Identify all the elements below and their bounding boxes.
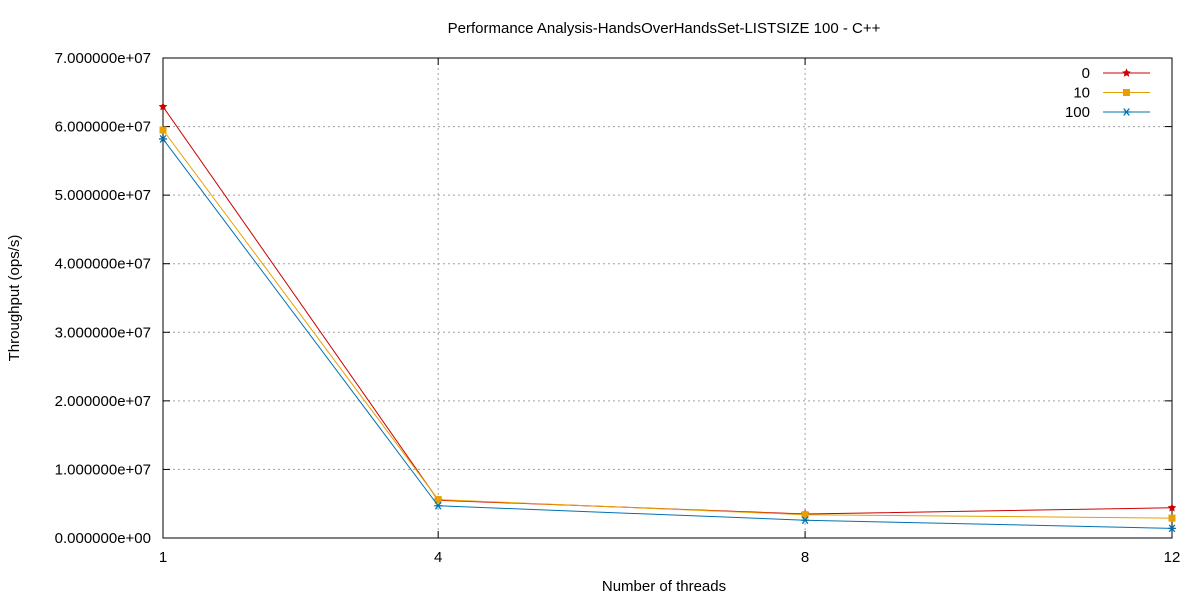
data-point-10	[434, 496, 442, 504]
legend-label: 10	[1073, 85, 1090, 102]
y-tick-label: 6.000000e+07	[55, 119, 151, 136]
grid-lines	[163, 58, 1172, 538]
plot-frame	[162, 57, 1173, 539]
y-axis-label: Throughput (ops/s)	[6, 235, 23, 362]
data-point-10	[1168, 514, 1176, 522]
legend-marker	[1123, 89, 1130, 96]
series-line-100	[162, 138, 1173, 529]
x-tick-label: 4	[434, 549, 442, 566]
x-axis: 1 4 8 12	[159, 58, 1181, 566]
data-point-10	[159, 126, 167, 134]
series-group	[158, 102, 1177, 533]
y-tick-label: 5.000000e+07	[55, 187, 151, 204]
legend-marker	[1122, 68, 1131, 77]
data-point-100	[801, 516, 810, 525]
y-tick-label: 2.000000e+07	[55, 393, 151, 410]
y-tick-label: 0.000000e+00	[55, 530, 151, 547]
data-point-0	[158, 102, 168, 111]
data-point-100	[434, 501, 443, 510]
data-point-100	[1168, 524, 1176, 533]
data-point-100	[159, 135, 167, 143]
series-100	[159, 135, 1176, 533]
x-tick-label: 8	[801, 549, 809, 566]
x-tick-label: 1	[159, 549, 167, 566]
y-tick-label: 4.000000e+07	[55, 256, 151, 273]
legend: 0 10 100	[1065, 65, 1150, 121]
chart-title: Performance Analysis-HandsOverHandsSet-L…	[448, 20, 881, 37]
series-10	[159, 126, 1176, 522]
y-tick-label: 3.000000e+07	[55, 324, 151, 341]
legend-label: 0	[1082, 65, 1090, 82]
y-axis: 0.000000e+00 1.000000e+07 2.000000e+07 3.00…	[55, 50, 1172, 547]
x-axis-label: Number of threads	[602, 578, 726, 595]
data-point-0	[1167, 503, 1177, 512]
data-point-10	[801, 511, 809, 519]
series-line-10	[162, 129, 1173, 519]
x-tick-label: 12	[1164, 549, 1181, 566]
legend-marker	[1122, 108, 1131, 116]
legend-label: 100	[1065, 104, 1090, 121]
y-tick-label: 7.000000e+07	[55, 50, 151, 67]
y-tick-label: 1.000000e+07	[55, 461, 151, 478]
